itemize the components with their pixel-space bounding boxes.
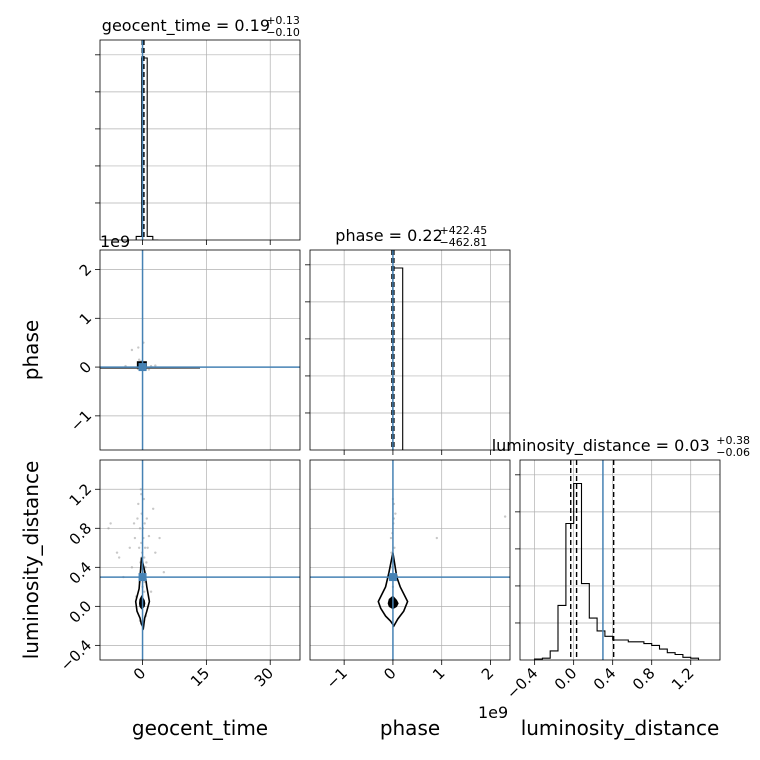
panel-title-geocent_time: geocent_time = 0.19: [102, 16, 270, 36]
sample-point: [144, 566, 147, 569]
sample-point: [137, 546, 141, 550]
panel-phase_vs_luminosity_distance-frame: [309, 459, 511, 661]
xtick-label: 0: [130, 664, 149, 683]
panel-geocent_time_vs_phase-frame: [99, 249, 301, 451]
sample-point: [143, 522, 146, 525]
panel-content: [100, 250, 300, 450]
sample-point: [107, 527, 110, 530]
panel-content: [100, 460, 300, 660]
sample-point: [145, 517, 149, 520]
panel-content: [310, 460, 510, 660]
title-upper-error: +0.38: [716, 434, 750, 447]
sample-point: [143, 546, 147, 550]
panel-title-luminosity_distance: luminosity_distance = 0.03: [492, 436, 710, 456]
histogram-step: [135, 57, 159, 240]
sample-point: [146, 546, 149, 550]
sample-point: [130, 348, 134, 352]
xtick-label: 0.0: [551, 664, 581, 694]
sample-point: [117, 556, 121, 559]
title-upper-error: +422.45: [440, 224, 488, 237]
sample-point: [151, 507, 155, 510]
hist-panel-luminosity_distance: luminosity_distance = 0.03 +0.38−0.06: [492, 434, 750, 660]
sample-point: [143, 590, 146, 593]
panel-geocent_time_vs_luminosity_distance: [100, 460, 300, 660]
ytick-label: 0.8: [66, 519, 96, 549]
ylabel-luminosity_distance: luminosity_distance: [19, 461, 43, 660]
xtick-label: 15: [187, 664, 213, 690]
truth-marker: [138, 573, 147, 582]
sample-point: [394, 512, 397, 515]
xtick-label: 1.2: [668, 664, 698, 694]
hist-panel-phase-frame: [309, 249, 511, 451]
xtick-label: 0: [380, 664, 399, 683]
sample-point: [154, 551, 157, 554]
ytick-label: −0.4: [57, 636, 95, 674]
xtick-label: 2: [478, 664, 497, 683]
sample-point: [138, 527, 142, 530]
sample-point: [137, 346, 140, 349]
hist-panel-geocent_time-frame: [99, 39, 301, 241]
ylabel-phase: phase: [19, 320, 43, 380]
sample-point: [143, 556, 146, 559]
ytick-label: 0: [76, 358, 95, 377]
title-lower-error: −0.06: [716, 446, 750, 459]
exponent-label-phase: 1e9: [478, 703, 508, 722]
sample-point: [389, 536, 393, 540]
panel-geocent_time_vs_phase: [100, 250, 300, 450]
hist-content: [534, 460, 700, 660]
xtick-label: 30: [251, 664, 277, 690]
sample-point: [136, 517, 139, 520]
ytick-label: 0.0: [66, 597, 96, 627]
xtick-label: 1: [429, 664, 448, 683]
panel-phase_vs_luminosity_distance: [310, 460, 510, 660]
histogram-step: [534, 482, 700, 660]
sample-point: [128, 546, 131, 550]
xtick-label: 0.4: [590, 664, 620, 694]
sample-point: [130, 566, 134, 569]
truth-marker: [388, 573, 397, 582]
sample-point: [145, 561, 148, 564]
ytick-label: 1.2: [66, 480, 96, 510]
ytick-label: 1: [76, 309, 95, 328]
sample-point: [158, 536, 161, 540]
sample-point: [147, 534, 151, 538]
sample-point: [435, 536, 439, 540]
sample-point: [109, 522, 112, 525]
sample-point: [137, 358, 141, 361]
hist-panel-luminosity_distance-frame: [519, 459, 721, 661]
exponent-label-geocent-time: 1e9: [100, 232, 130, 251]
xlabel-phase: phase: [380, 716, 440, 740]
hist-panel-geocent_time: geocent_time = 0.19+0.13−0.10: [95, 14, 300, 240]
title-upper-error: +0.13: [266, 14, 300, 27]
title-lower-error: −462.81: [440, 236, 488, 249]
ytick-label: 0.4: [66, 558, 96, 588]
ytick-label: −1: [67, 407, 95, 435]
sample-point: [115, 551, 119, 554]
panel-geocent_time_vs_luminosity_distance-frame: [99, 459, 301, 661]
sample-point: [149, 590, 153, 593]
xtick-label: −0.4: [503, 664, 541, 702]
ytick-label: 2: [76, 260, 95, 279]
sample-point: [133, 536, 137, 540]
sample-point: [143, 580, 146, 584]
sample-point: [139, 488, 143, 491]
sample-point: [154, 364, 157, 367]
truth-marker: [138, 363, 147, 372]
sample-point: [137, 502, 140, 506]
xtick-label: 0.8: [629, 664, 659, 694]
panel-title-phase: phase = 0.22: [335, 226, 442, 245]
title-lower-error: −0.10: [266, 26, 300, 39]
hist-content: [391, 250, 404, 450]
sample-point: [503, 515, 507, 518]
sample-point: [393, 546, 396, 550]
hist-content: [135, 40, 159, 240]
xtick-label: −1: [323, 664, 351, 692]
sample-point: [147, 368, 151, 371]
sample-point: [162, 570, 166, 574]
hist-panel-phase: phase = 0.22+422.45−462.81: [305, 224, 510, 450]
xlabel-luminosity_distance: luminosity_distance: [521, 716, 720, 740]
sample-point: [132, 522, 136, 525]
xlabel-geocent_time: geocent_time: [132, 716, 268, 740]
